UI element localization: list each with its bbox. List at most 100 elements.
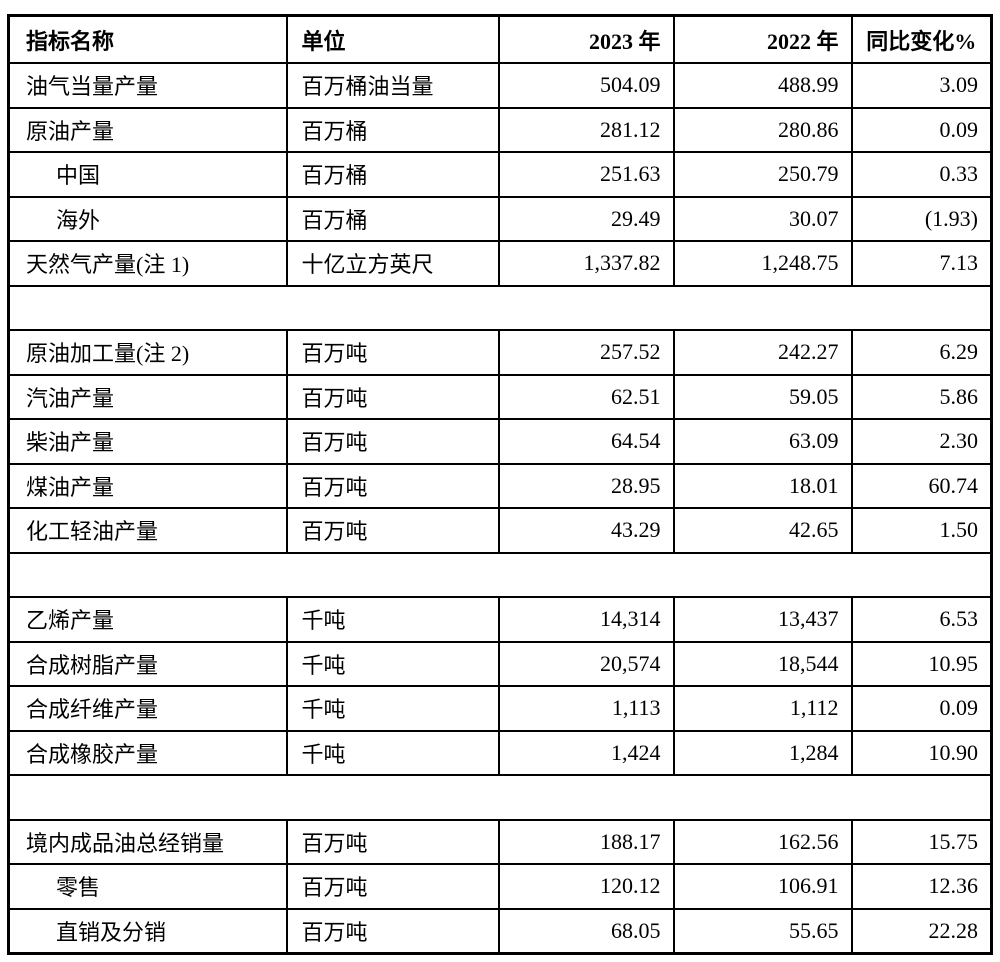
table-row: 零售 百万吨 120.12 106.91 12.36 (7, 863, 993, 910)
table-row: 直销及分销 百万吨 68.05 55.65 22.28 (7, 907, 993, 955)
value-2022-cell: 1,248.75 (672, 240, 853, 287)
indicator-cell: 海外 (7, 195, 288, 242)
value-2022-cell: 1,284 (672, 729, 853, 776)
table-row: 乙烯产量 千吨 14,314 13,437 6.53 (7, 596, 993, 643)
separator-row (7, 774, 993, 821)
value-2022-cell: 13,437 (672, 596, 853, 643)
yoy-change-cell: 10.90 (850, 729, 993, 776)
value-2023-cell: 120.12 (497, 863, 675, 910)
unit-cell: 百万吨 (285, 818, 500, 865)
unit-cell: 千吨 (285, 685, 500, 732)
value-2023-cell: 20,574 (497, 640, 675, 687)
value-2023-cell: 1,113 (497, 685, 675, 732)
value-2023-cell: 257.52 (497, 329, 675, 376)
indicator-cell: 中国 (7, 151, 288, 198)
unit-cell: 千吨 (285, 596, 500, 643)
yoy-change-cell: 2.30 (850, 418, 993, 465)
yoy-change-cell: (1.93) (850, 195, 993, 242)
value-2022-cell: 250.79 (672, 151, 853, 198)
yoy-change-cell: 7.13 (850, 240, 993, 287)
value-2022-cell: 488.99 (672, 62, 853, 109)
value-2022-cell: 18.01 (672, 462, 853, 509)
separator-row (7, 551, 993, 598)
table-row: 柴油产量 百万吨 64.54 63.09 2.30 (7, 418, 993, 465)
yoy-change-cell: 12.36 (850, 863, 993, 910)
separator-cell (7, 551, 993, 598)
yoy-change-cell: 60.74 (850, 462, 993, 509)
value-2022-cell: 242.27 (672, 329, 853, 376)
yoy-change-cell: 0.33 (850, 151, 993, 198)
value-2023-cell: 251.63 (497, 151, 675, 198)
value-2022-cell: 42.65 (672, 507, 853, 554)
indicator-cell: 煤油产量 (7, 462, 288, 509)
production-table-wrap: 指标名称 单位 2023 年 2022 年 同比变化% 油气当量产量 百万桶油当量… (7, 14, 993, 955)
table-row: 境内成品油总经销量 百万吨 188.17 162.56 15.75 (7, 818, 993, 865)
indicator-cell: 化工轻油产量 (7, 507, 288, 554)
table-row: 化工轻油产量 百万吨 43.29 42.65 1.50 (7, 507, 993, 554)
separator-cell (7, 774, 993, 821)
unit-cell: 百万吨 (285, 373, 500, 420)
value-2022-cell: 59.05 (672, 373, 853, 420)
table-body: 油气当量产量 百万桶油当量 504.09 488.99 3.09 原油产量 百万桶 281.1… (7, 62, 993, 955)
indicator-cell: 乙烯产量 (7, 596, 288, 643)
indicator-cell: 原油产量 (7, 106, 288, 153)
unit-cell: 百万吨 (285, 507, 500, 554)
indicator-cell: 合成橡胶产量 (7, 729, 288, 776)
unit-cell: 百万吨 (285, 907, 500, 955)
table-row: 汽油产量 百万吨 62.51 59.05 5.86 (7, 373, 993, 420)
value-2023-cell: 281.12 (497, 106, 675, 153)
unit-cell: 十亿立方英尺 (285, 240, 500, 287)
value-2022-cell: 63.09 (672, 418, 853, 465)
yoy-change-cell: 22.28 (850, 907, 993, 955)
value-2022-cell: 55.65 (672, 907, 853, 955)
unit-cell: 千吨 (285, 640, 500, 687)
header-unit: 单位 (285, 14, 500, 64)
value-2022-cell: 280.86 (672, 106, 853, 153)
indicator-cell: 境内成品油总经销量 (7, 818, 288, 865)
indicator-cell: 天然气产量(注 1) (7, 240, 288, 287)
yoy-change-cell: 15.75 (850, 818, 993, 865)
yoy-change-cell: 6.29 (850, 329, 993, 376)
table-row: 油气当量产量 百万桶油当量 504.09 488.99 3.09 (7, 62, 993, 109)
indicator-cell: 合成纤维产量 (7, 685, 288, 732)
production-data-table: 指标名称 单位 2023 年 2022 年 同比变化% 油气当量产量 百万桶油当量… (7, 14, 993, 955)
value-2022-cell: 1,112 (672, 685, 853, 732)
table-row: 合成橡胶产量 千吨 1,424 1,284 10.90 (7, 729, 993, 776)
value-2022-cell: 162.56 (672, 818, 853, 865)
table-row: 合成纤维产量 千吨 1,113 1,112 0.09 (7, 685, 993, 732)
indicator-cell: 汽油产量 (7, 373, 288, 420)
yoy-change-cell: 10.95 (850, 640, 993, 687)
value-2023-cell: 188.17 (497, 818, 675, 865)
unit-cell: 百万桶油当量 (285, 62, 500, 109)
unit-cell: 百万吨 (285, 462, 500, 509)
unit-cell: 百万吨 (285, 418, 500, 465)
separator-cell (7, 284, 993, 331)
unit-cell: 百万桶 (285, 106, 500, 153)
unit-cell: 百万桶 (285, 195, 500, 242)
value-2023-cell: 43.29 (497, 507, 675, 554)
separator-row (7, 284, 993, 331)
table-row: 原油加工量(注 2) 百万吨 257.52 242.27 6.29 (7, 329, 993, 376)
value-2022-cell: 30.07 (672, 195, 853, 242)
value-2023-cell: 62.51 (497, 373, 675, 420)
indicator-cell: 零售 (7, 863, 288, 910)
indicator-cell: 油气当量产量 (7, 62, 288, 109)
value-2023-cell: 504.09 (497, 62, 675, 109)
value-2023-cell: 1,424 (497, 729, 675, 776)
value-2023-cell: 68.05 (497, 907, 675, 955)
table-row: 合成树脂产量 千吨 20,574 18,544 10.95 (7, 640, 993, 687)
value-2022-cell: 18,544 (672, 640, 853, 687)
table-row: 中国 百万桶 251.63 250.79 0.33 (7, 151, 993, 198)
value-2023-cell: 64.54 (497, 418, 675, 465)
table-row: 海外 百万桶 29.49 30.07 (1.93) (7, 195, 993, 242)
yoy-change-cell: 0.09 (850, 106, 993, 153)
unit-cell: 千吨 (285, 729, 500, 776)
indicator-cell: 直销及分销 (7, 907, 288, 955)
header-row: 指标名称 单位 2023 年 2022 年 同比变化% (7, 14, 993, 64)
indicator-cell: 原油加工量(注 2) (7, 329, 288, 376)
header-year-2023: 2023 年 (497, 14, 675, 64)
value-2023-cell: 1,337.82 (497, 240, 675, 287)
indicator-cell: 合成树脂产量 (7, 640, 288, 687)
yoy-change-cell: 1.50 (850, 507, 993, 554)
unit-cell: 百万吨 (285, 863, 500, 910)
